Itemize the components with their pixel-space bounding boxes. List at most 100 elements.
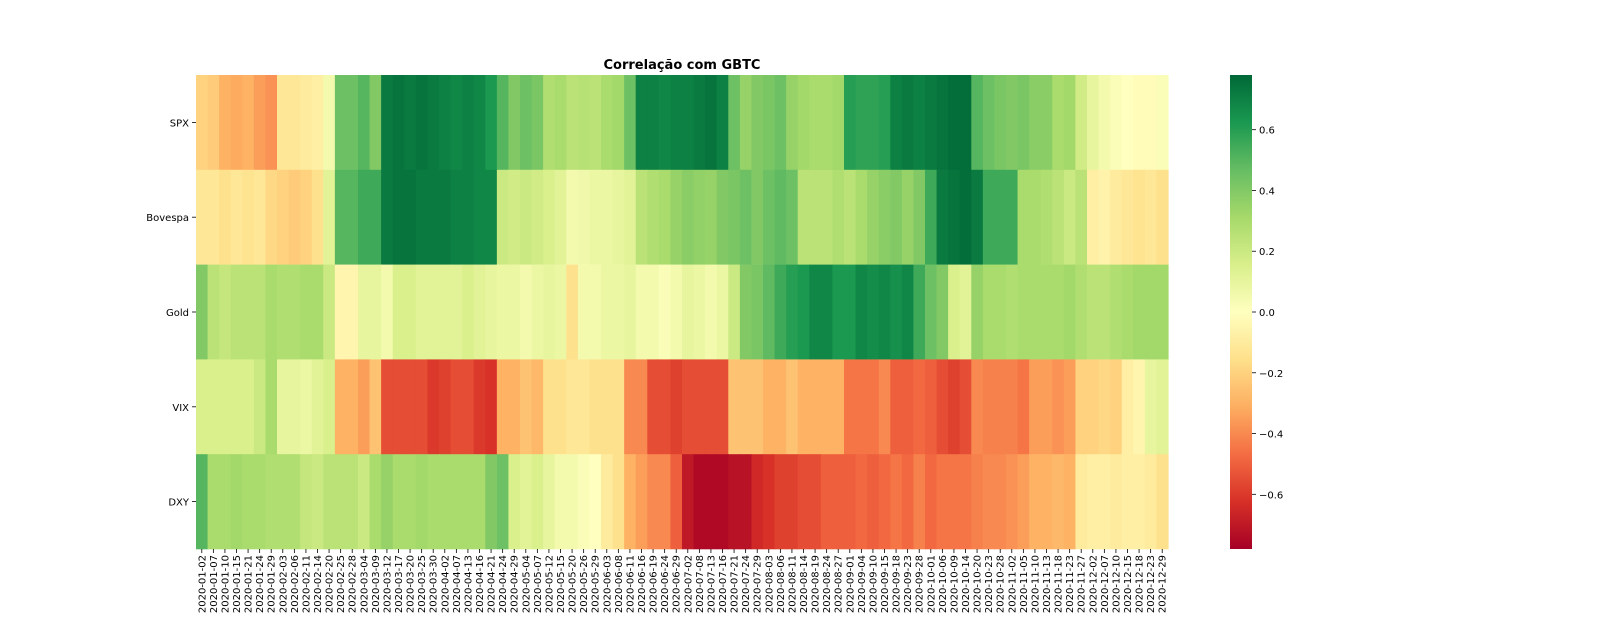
heatmap-cell-dxy-83 [1156, 454, 1169, 550]
heatmap-cell-spx-64 [936, 75, 949, 171]
heatmap-cell-gold-1 [207, 264, 220, 360]
x-tick-label: 2020-11-02 [1007, 555, 1018, 613]
heatmap-cell-spx-69 [994, 75, 1007, 171]
x-tick-label: 2020-03-20 [406, 555, 417, 613]
heatmap-cell-spx-47 [739, 75, 753, 171]
heatmap-cell-bovespa-79 [1110, 169, 1123, 265]
heatmap-cell-dxy-60 [890, 454, 903, 550]
x-tick-label: 2020-10-28 [996, 555, 1007, 613]
heatmap-cell-bovespa-30 [543, 169, 556, 265]
heatmap-cell-bovespa-23 [462, 169, 475, 265]
heatmap-cell-spx-6 [265, 75, 278, 171]
heatmap-cell-gold-42 [682, 264, 695, 360]
x-tick-label: 2020-03-30 [429, 555, 440, 613]
x-tick-label: 2020-12-23 [1146, 555, 1157, 613]
heatmap-cell-dxy-18 [404, 454, 417, 550]
heatmap-cell-bovespa-81 [1133, 169, 1146, 265]
heatmap-cell-vix-46 [728, 359, 741, 455]
heatmap-cell-vix-73 [1040, 359, 1053, 455]
heatmap-cell-spx-20 [427, 75, 440, 171]
heatmap-cell-bovespa-38 [635, 169, 648, 265]
heatmap-cell-spx-51 [786, 75, 799, 171]
y-tick-label-spx: SPX [170, 118, 189, 129]
heatmap-cell-bovespa-14 [358, 169, 371, 265]
heatmap-cell-spx-37 [624, 75, 637, 171]
heatmap-cell-vix-52 [797, 359, 810, 455]
x-tick-label: 2020-01-10 [220, 555, 231, 613]
heatmap-cell-bovespa-76 [1075, 169, 1088, 265]
heatmap-cell-spx-62 [913, 75, 926, 171]
heatmap-cell-dxy-28 [520, 454, 533, 550]
heatmap-cell-gold-23 [462, 264, 475, 360]
heatmap-cell-bovespa-22 [450, 169, 463, 265]
heatmap-cell-gold-72 [1029, 264, 1042, 360]
heatmap-cell-bovespa-64 [936, 169, 949, 265]
heatmap-cell-vix-62 [913, 359, 926, 455]
heatmap-cell-vix-23 [462, 359, 475, 455]
heatmap-cell-spx-18 [404, 75, 417, 171]
heatmap-cell-dxy-38 [635, 454, 648, 550]
x-tick-label: 2020-02-11 [301, 555, 312, 613]
heatmap-cell-dxy-13 [346, 454, 359, 550]
heatmap-cell-dxy-59 [878, 454, 891, 550]
y-tick-label-bovespa: Bovespa [146, 213, 189, 224]
heatmap-cell-bovespa-26 [496, 169, 510, 265]
heatmap-cell-bovespa-73 [1040, 169, 1053, 265]
x-tick-label: 2020-01-21 [244, 555, 255, 613]
heatmap-cell-vix-36 [612, 359, 625, 455]
heatmap-cell-bovespa-39 [647, 169, 660, 265]
heatmap-cell-vix-41 [670, 359, 683, 455]
y-tick-label-dxy: DXY [168, 498, 190, 509]
heatmap-cell-vix-38 [635, 359, 648, 455]
heatmap-cell-dxy-29 [531, 454, 544, 550]
heatmap-cell-vix-31 [554, 359, 567, 455]
y-tick-label-gold: Gold [166, 308, 189, 319]
heatmap-cell-spx-1 [207, 75, 220, 171]
heatmap-cell-vix-82 [1144, 359, 1158, 455]
heatmap-cell-dxy-72 [1029, 454, 1042, 550]
heatmap-cell-gold-56 [844, 264, 857, 360]
heatmap-cell-spx-8 [288, 75, 301, 171]
heatmap-cell-bovespa-12 [334, 169, 348, 265]
heatmap-cell-dxy-5 [253, 454, 267, 550]
heatmap-cell-spx-59 [878, 75, 891, 171]
heatmap-cell-dxy-0 [196, 454, 209, 550]
heatmap-cell-dxy-12 [334, 454, 348, 550]
x-tick-label: 2020-12-07 [1100, 555, 1111, 613]
heatmap-cell-dxy-33 [577, 454, 591, 550]
heatmap-cell-vix-33 [577, 359, 591, 455]
x-tick-label: 2020-06-29 [672, 555, 683, 613]
heatmap-cell-spx-16 [381, 75, 394, 171]
heatmap-cell-bovespa-58 [867, 169, 880, 265]
heatmap-cell-spx-74 [1052, 75, 1065, 171]
x-tick-label: 2020-07-13 [706, 555, 717, 613]
heatmap-cell-dxy-9 [300, 454, 313, 550]
heatmap-cell-vix-15 [369, 359, 382, 455]
heatmap-cell-gold-12 [334, 264, 348, 360]
heatmap-cell-vix-44 [705, 359, 718, 455]
heatmap-cell-dxy-30 [543, 454, 556, 550]
heatmap-cell-gold-27 [508, 264, 521, 360]
x-tick-label: 2020-04-21 [487, 555, 498, 613]
heatmap-cell-gold-9 [300, 264, 313, 360]
heatmap-cell-vix-26 [496, 359, 510, 455]
heatmap-cell-vix-0 [196, 359, 209, 455]
heatmap-cell-bovespa-33 [577, 169, 591, 265]
x-tick-label: 2020-03-17 [394, 555, 405, 613]
heatmap-cell-spx-3 [230, 75, 243, 171]
heatmap-cell-dxy-51 [786, 454, 799, 550]
heatmap-cell-gold-8 [288, 264, 301, 360]
heatmap-cell-spx-77 [1087, 75, 1100, 171]
heatmap-cell-bovespa-53 [809, 169, 822, 265]
heatmap-cell-gold-29 [531, 264, 544, 360]
heatmap-cell-bovespa-29 [531, 169, 544, 265]
heatmap-cell-bovespa-20 [427, 169, 440, 265]
heatmap-cell-spx-24 [473, 75, 486, 171]
x-tick-label: 2020-08-24 [822, 555, 833, 613]
x-tick-label: 2020-11-23 [1065, 555, 1076, 613]
heatmap-cell-spx-66 [959, 75, 972, 171]
heatmap-cell-dxy-16 [381, 454, 394, 550]
heatmap-cell-bovespa-2 [219, 169, 232, 265]
heatmap-cell-gold-52 [797, 264, 810, 360]
x-tick-label: 2020-06-03 [602, 555, 613, 613]
